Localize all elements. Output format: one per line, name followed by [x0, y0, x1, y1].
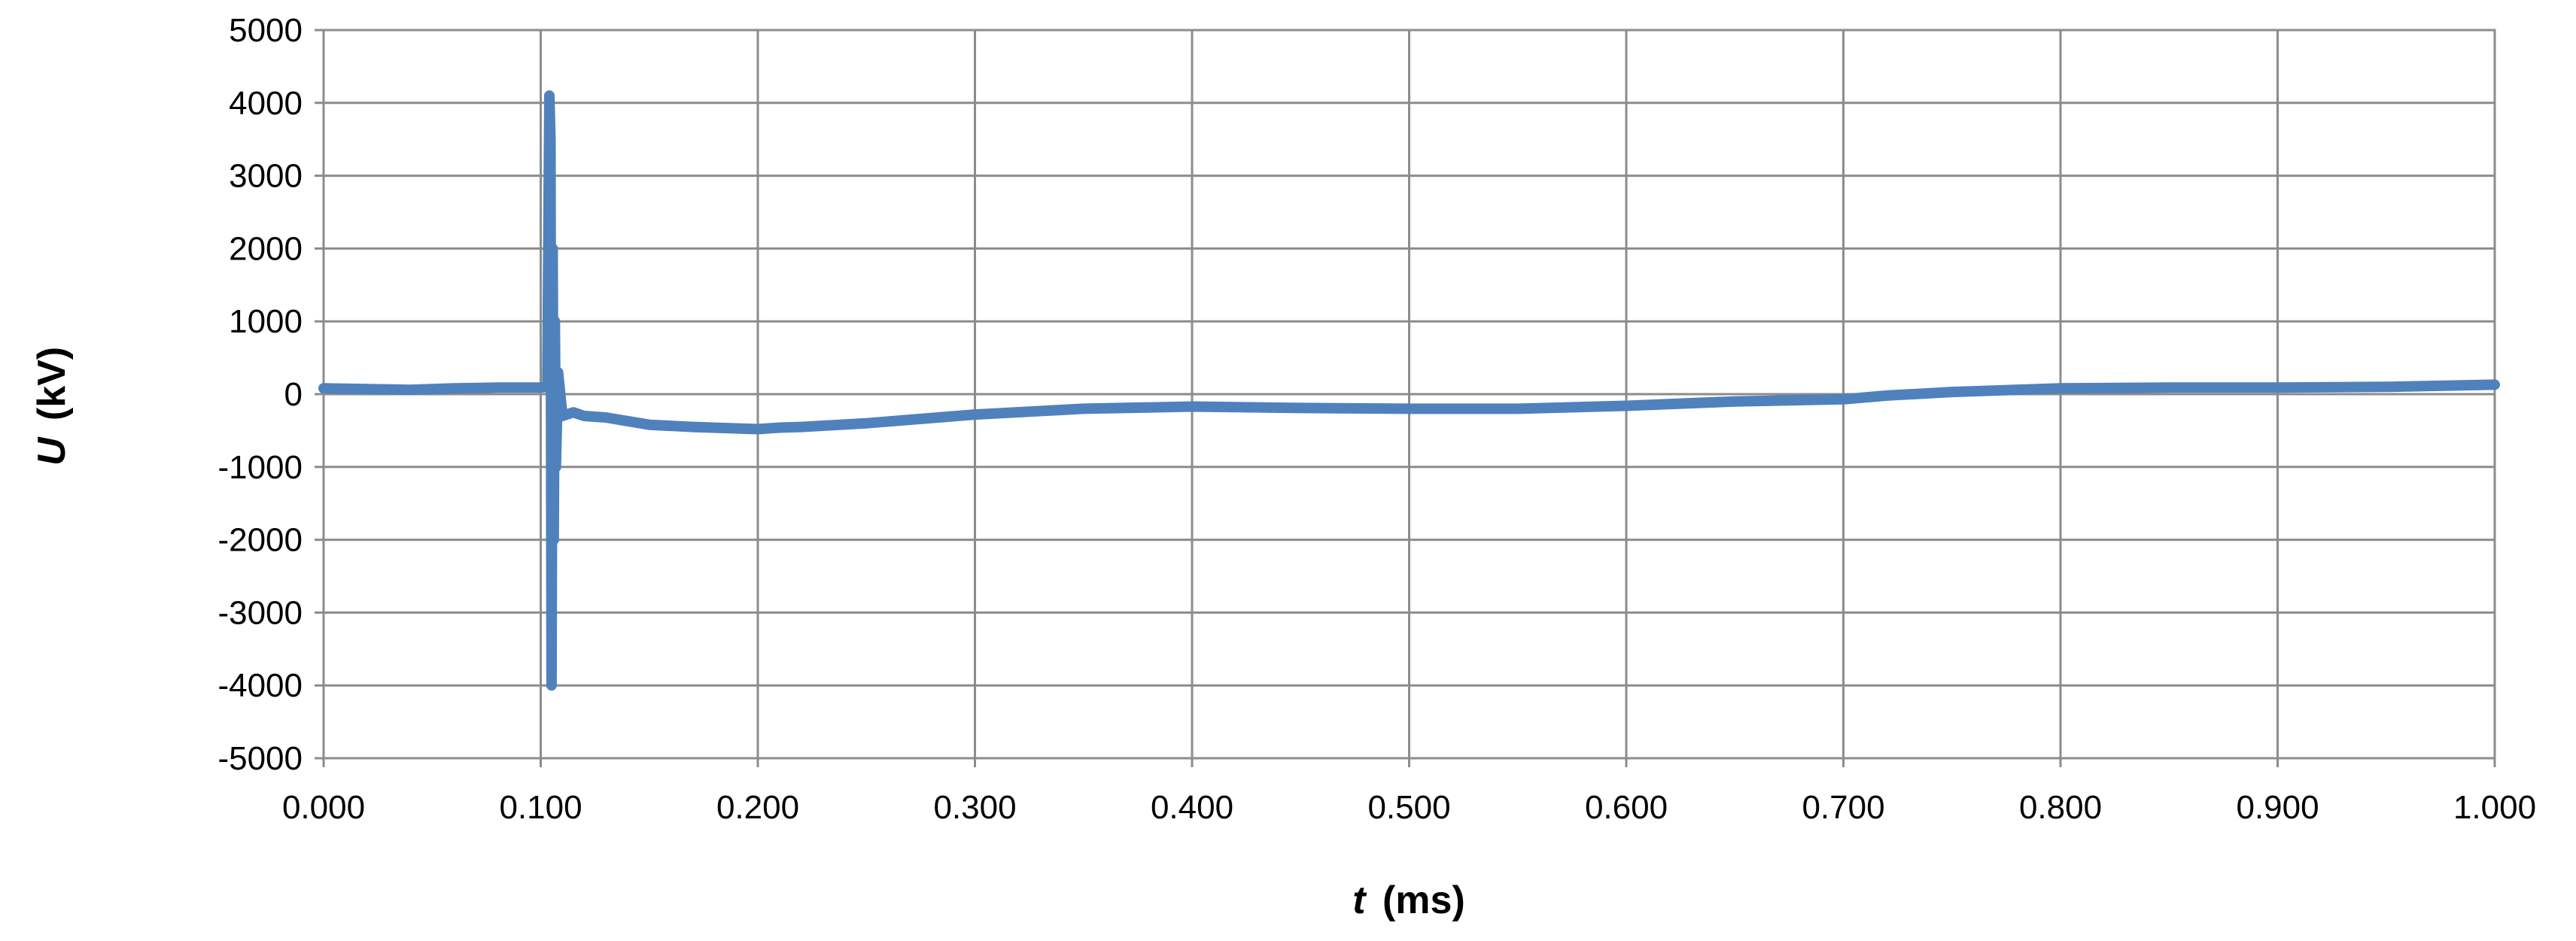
x-tick-label: 0.900 — [2236, 789, 2319, 826]
y-tick-label: -2000 — [217, 522, 303, 559]
grid — [315, 29, 2496, 767]
plot-area-frame — [322, 29, 2496, 760]
x-tick-label: 0.700 — [1802, 789, 1884, 826]
x-tick-label: 0.800 — [2019, 789, 2102, 826]
y-tick-label: 0 — [284, 376, 303, 413]
y-axis-unit: (kV) — [30, 347, 74, 420]
y-tick-label: -1000 — [217, 449, 303, 486]
series-line-0 — [318, 90, 2500, 691]
y-axis-ticks: 5000 4000 3000 2000 1000 0 -1000 -2000 -3000 -400… — [217, 12, 303, 777]
x-tick-label: 0.300 — [933, 789, 1016, 826]
x-tick-label: 1.000 — [2453, 789, 2536, 826]
x-axis-title: t (ms) — [1352, 879, 1465, 922]
x-tick-label: 0.400 — [1151, 789, 1233, 826]
x-tick-label: 0.500 — [1367, 789, 1450, 826]
x-tick-label: 0.600 — [1585, 789, 1668, 826]
x-tick-label: 0.000 — [282, 789, 365, 826]
x-axis-ticks: 0.000 0.100 0.200 0.300 0.400 0.500 0.600 0.700… — [282, 789, 2536, 826]
y-tick-label: 1000 — [229, 303, 303, 340]
y-tick-label: 4000 — [229, 85, 303, 122]
x-axis-variable: t — [1352, 879, 1367, 922]
y-tick-label: -3000 — [217, 594, 303, 631]
y-tick-label: 3000 — [229, 158, 303, 195]
y-axis-title: U (kV) — [30, 347, 74, 466]
x-tick-label: 0.200 — [716, 789, 799, 826]
y-axis-variable: U — [30, 436, 74, 466]
x-axis-unit: (ms) — [1382, 879, 1465, 922]
y-tick-label: -5000 — [217, 740, 303, 777]
series-layer — [318, 90, 2500, 691]
y-tick-label: 5000 — [229, 12, 303, 49]
y-tick-label: 2000 — [229, 230, 303, 267]
x-tick-label: 0.100 — [499, 789, 582, 826]
y-tick-label: -4000 — [217, 667, 303, 704]
